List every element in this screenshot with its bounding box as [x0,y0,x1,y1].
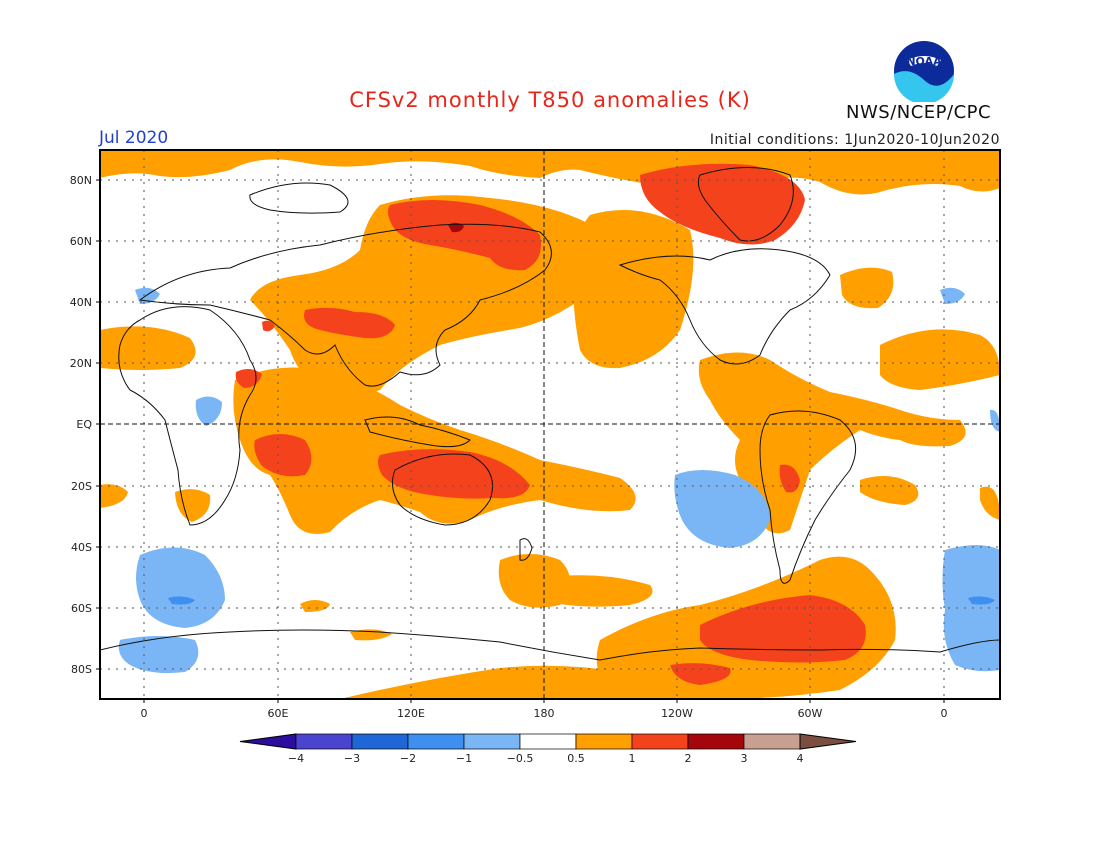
x-tick-label: 120W [661,707,693,720]
colorbar-label: −1 [456,752,472,765]
atlantic-warm-region [880,329,1000,390]
east-edge-cool [990,409,1000,432]
x-tick-label: 120E [397,707,425,720]
south-africa-warm-region [175,489,211,522]
noaa-logo: NOAA [894,41,954,102]
y-tick-label: 20N [70,357,92,370]
axis-ticks [96,179,945,703]
colorbar-label: 2 [685,752,692,765]
west-africa-warm-region [100,326,196,370]
new-zealand-outline [519,538,533,561]
coastlines [100,167,1000,661]
arctic-islands-outline [249,182,349,214]
africa-outline [118,306,257,526]
greenland-strong-warm [640,163,805,245]
month-label: Jul 2020 [99,128,169,148]
colorbar-label: 1 [629,752,636,765]
colorbar-label: −3 [344,752,360,765]
colorbar-arrow-low [239,733,297,750]
south-america-outline [759,410,857,584]
agency-label: NWS/NCEP/CPC [846,102,992,123]
red-sea-strong-warm [262,320,275,332]
colorbar-arrow-high [799,733,857,750]
colorbar: −4 −3 −2 −1 −0.5 0.5 1 2 3 4 [239,733,857,765]
eurasia-outline [138,223,552,387]
y-tick-label: EQ [76,418,92,431]
initial-conditions-label: Initial conditions: 1Jun2020-10Jun2020 [709,132,1000,148]
colorbar-swatch [687,733,745,750]
southern-ocean-warm-region-2 [540,575,653,607]
australia-outline [391,453,493,526]
southeast-pacific-cool [674,470,770,548]
antarctic-strong-warm [700,595,866,663]
colorbar-label: −2 [400,752,416,765]
colorbar-swatch [631,733,689,750]
x-tick-label: 180 [534,707,555,720]
colorbar-swatch [743,733,801,750]
europe-cool-2 [940,287,965,304]
colorbar-label: 3 [741,752,748,765]
y-tick-label: 20S [71,480,92,493]
southwest-warm-region [100,484,128,508]
antarctic-cool [118,636,199,674]
y-tick-label: 80N [70,174,92,187]
north-atlantic-warm-region [840,267,894,309]
colorbar-swatch [295,733,353,750]
south-pole-warm-band [340,665,680,699]
south-atlantic-cool-core [168,596,195,605]
colorbar-swatch [463,733,521,750]
equator-dateline [100,150,1000,699]
australia-strong-warm [377,449,530,499]
colorbar-swatch [351,733,409,750]
greenland-outline [697,167,794,242]
north-america-outline [618,248,831,365]
central-asia-strong-warm [304,307,395,339]
southamerica-strong-warm [779,464,800,493]
logo-text: NOAA [906,55,942,68]
y-tick-label: 40S [71,541,92,554]
east-south-cool [942,545,1000,672]
colorbar-swatch [407,733,465,750]
east-south-cool-core [968,596,995,605]
antarctica-outline [100,629,1000,661]
colorbar-swatch [575,733,633,750]
colorbar-swatch [519,733,577,750]
south-atlantic-warm-region [860,476,919,505]
y-tick-label: 60N [70,235,92,248]
y-tick-label: 80S [71,663,92,676]
x-tick-label: 60W [798,707,823,720]
colorbar-label: 4 [797,752,804,765]
colorbar-label: −0.5 [507,752,534,765]
colorbar-label: 0.5 [567,752,585,765]
x-tick-labels: 0 60E 120E 180 120W 60W 0 [141,707,948,720]
map-title: CFSv2 monthly T850 anomalies (K) [349,88,751,112]
arctic-warm-region [100,150,1000,195]
graticule [100,150,1000,699]
america-warm-region [698,352,966,534]
small-warm-patch [300,600,330,612]
siberia-peak-warm [448,222,464,233]
central-africa-cool [195,396,222,426]
north-pacific-warm-region [573,210,694,369]
x-tick-label: 0 [141,707,148,720]
east-atlantic-warm-region [980,486,1000,520]
indonesia-outline [364,416,471,448]
y-tick-label: 60S [71,602,92,615]
siberia-strong-warm [387,200,541,271]
y-tick-labels: 80N 60N 40N 20N EQ 20S 40S 60S 80S [70,174,93,676]
colorbar-label: −4 [288,752,304,765]
y-tick-label: 40N [70,296,92,309]
south-atlantic-cool [136,547,225,628]
x-tick-label: 60E [268,707,289,720]
x-tick-label: 0 [941,707,948,720]
indian-ocean-strong-warm [254,434,312,477]
